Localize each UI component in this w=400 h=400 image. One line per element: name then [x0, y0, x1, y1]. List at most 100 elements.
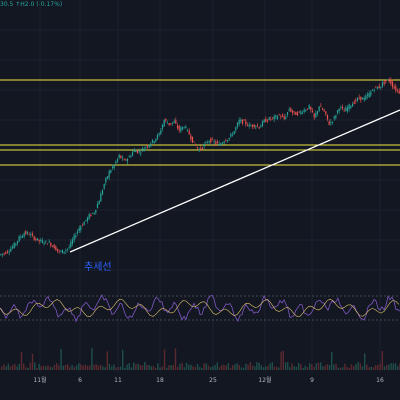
volume-bar: [392, 363, 394, 370]
candle-body: [200, 148, 202, 150]
candle-body: [238, 119, 240, 125]
volume-bar: [172, 364, 174, 370]
candle-body: [265, 119, 267, 123]
candle-body: [366, 94, 369, 97]
candle-body: [211, 139, 214, 141]
candle-body: [260, 125, 262, 128]
volume-bar: [383, 366, 386, 370]
volume-bar: [364, 353, 366, 370]
horizontal-levels: [0, 79, 400, 166]
candle-body: [85, 219, 87, 221]
candle-body: [373, 89, 375, 91]
candle-body: [333, 116, 335, 119]
candle-body: [261, 121, 264, 127]
candle-body: [56, 248, 59, 251]
candle-body: [65, 250, 67, 252]
volume-bar: [280, 351, 282, 370]
volume-bar: [249, 362, 251, 370]
candle-body: [23, 233, 25, 237]
volume-bar: [344, 363, 346, 370]
candle-body: [41, 240, 44, 243]
volume-bar: [62, 365, 64, 370]
candle-body: [385, 80, 387, 82]
volume-bar: [302, 367, 304, 370]
candle-body: [348, 104, 350, 109]
volume-bar: [262, 367, 265, 370]
candle-body: [268, 117, 270, 120]
candle-body: [60, 251, 62, 252]
candle-body: [161, 124, 164, 129]
volume-bar: [212, 365, 214, 370]
candle-body: [273, 116, 275, 120]
volume-bar: [29, 362, 31, 370]
volume-bar: [188, 364, 190, 370]
volume-bar: [333, 364, 335, 370]
candle-body: [6, 251, 9, 253]
volume-bar: [328, 364, 331, 370]
volume-bar: [148, 365, 150, 370]
volume-bar: [311, 364, 313, 370]
volume-bar: [289, 367, 291, 370]
candle-body: [275, 115, 277, 118]
candle-body: [91, 213, 94, 214]
candle-body: [191, 136, 194, 143]
volume-bar: [111, 366, 113, 370]
candle-body: [228, 137, 230, 140]
time-axis-label-2: 11: [114, 377, 122, 384]
candle-body: [55, 246, 57, 251]
volume-bar: [78, 363, 80, 370]
candle-body: [313, 113, 315, 118]
volume-bar: [276, 367, 278, 370]
volume-bar: [119, 366, 122, 370]
candle-body: [203, 143, 205, 147]
candle-body: [121, 157, 124, 159]
candle-body: [253, 124, 255, 127]
candle-body: [256, 125, 259, 127]
candle-body: [110, 170, 112, 173]
candle-body: [326, 114, 329, 120]
volume-bar: [359, 363, 361, 370]
candle-body: [356, 97, 359, 101]
candle-body: [303, 109, 305, 113]
candle-body: [38, 239, 40, 242]
volume-bar: [386, 365, 388, 370]
candle-body: [160, 130, 162, 135]
volume-bar: [337, 367, 339, 370]
volume-bar: [36, 367, 38, 370]
candle-body: [371, 90, 374, 91]
volume-bar: [144, 362, 146, 370]
candle-body: [308, 105, 310, 109]
volume-bar: [361, 366, 364, 370]
volume-bar: [342, 367, 344, 370]
candle-body: [40, 239, 42, 242]
candle-body: [290, 108, 292, 112]
volume-bar: [313, 366, 315, 370]
volume-bar: [91, 348, 93, 370]
candle-body: [315, 113, 317, 118]
volume-bar: [339, 367, 342, 370]
candle-body: [285, 116, 287, 119]
candle-body: [236, 122, 239, 127]
candle-body: [120, 155, 122, 159]
volume-bar: [38, 364, 40, 370]
candle-body: [166, 122, 169, 124]
volume-bar: [9, 366, 12, 370]
candle-body: [276, 116, 279, 119]
candle-body: [90, 214, 92, 216]
candle-body: [143, 148, 145, 152]
candle-body: [141, 148, 144, 150]
candle-body: [391, 81, 394, 87]
candle-body: [266, 120, 269, 122]
candle-body: [205, 141, 207, 144]
candle-body: [151, 139, 154, 143]
candle-body: [58, 250, 60, 252]
candle-body: [230, 133, 232, 137]
volume-bar: [258, 362, 260, 370]
time-axis: 11월 6 11 18 25 12월 9 16: [33, 376, 384, 384]
candle-body: [118, 155, 120, 158]
volume-bar: [108, 363, 111, 370]
candle-body: [330, 122, 332, 124]
volume-bar: [201, 367, 203, 370]
volume-bar: [166, 367, 168, 370]
